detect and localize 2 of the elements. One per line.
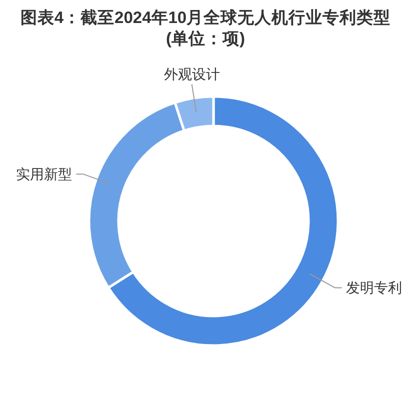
title: 图表4：截至2024年10月全球无人机行业专利类型 <box>20 9 391 27</box>
subtitle: (单位：项) <box>166 30 245 48</box>
